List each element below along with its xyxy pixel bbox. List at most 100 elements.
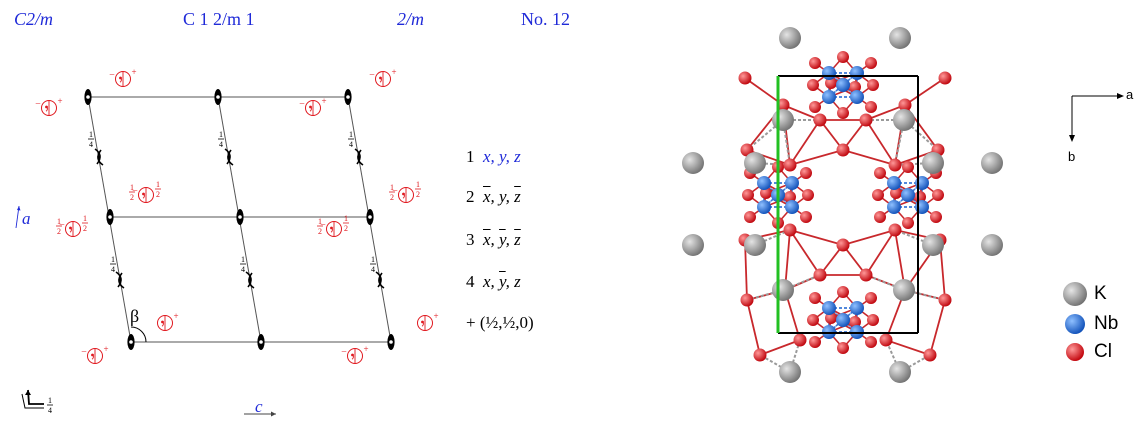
bond: [814, 331, 830, 343]
cl-atom: [837, 342, 849, 354]
cl-atom: [772, 217, 784, 229]
bond: [791, 194, 809, 208]
bond: [842, 291, 858, 309]
bond: [828, 56, 844, 74]
bond: [749, 172, 765, 184]
k-atom: [981, 152, 1003, 174]
cl-atom: [923, 348, 937, 362]
twofold-rotation-symbol: [106, 209, 114, 225]
bond: [763, 166, 779, 184]
orientation-b-arrowhead: [1069, 135, 1075, 142]
k-atom-icon: [1063, 282, 1087, 306]
bond: [789, 229, 844, 246]
nb-atom: [850, 301, 864, 315]
bond: [877, 194, 895, 208]
bond: [763, 182, 793, 208]
bond: [754, 162, 791, 166]
general-position-symbol: – +: [81, 344, 109, 364]
axis-a-label: a: [22, 209, 31, 228]
bond: [907, 194, 923, 208]
fraction-quarter-label: 14: [110, 255, 116, 274]
nb-atom: [757, 176, 771, 190]
bond: [828, 319, 844, 333]
nb-atom: [850, 325, 864, 339]
svg-text:–: –: [320, 219, 326, 229]
bond: [828, 321, 856, 333]
bond: [895, 182, 923, 194]
bond: [777, 182, 793, 196]
bond: [777, 194, 793, 208]
bond: [939, 239, 946, 301]
nb-atom: [822, 301, 836, 315]
bond: [842, 119, 867, 151]
bond: [777, 206, 793, 224]
bond: [919, 196, 923, 208]
nb-atom: [901, 188, 915, 202]
bond: [893, 182, 923, 208]
point-group-symbol: 2/m: [397, 9, 424, 29]
bond: [854, 72, 858, 88]
fraction-half-label: 12: [129, 183, 135, 202]
svg-text:–: –: [341, 346, 347, 356]
legend-item-k: K: [1062, 281, 1107, 307]
bond: [907, 194, 923, 208]
bond: [777, 194, 793, 208]
bond: [744, 77, 784, 106]
general-position-symbol: –: [59, 219, 81, 237]
cl-atom: [807, 79, 819, 91]
bond: [819, 119, 844, 151]
bond: [828, 307, 832, 319]
bond: [899, 354, 931, 373]
fraction-half-label: 12: [317, 217, 323, 236]
cl-atom: [837, 51, 849, 63]
bond: [830, 82, 858, 98]
svg-text:1: 1: [241, 255, 245, 264]
bond: [789, 182, 793, 198]
bond: [893, 182, 923, 208]
twofold-rotation-symbol: [236, 209, 244, 225]
nb-atom: [822, 66, 836, 80]
cl-atom: [898, 283, 912, 297]
legend-item-cl: Cl: [1062, 339, 1112, 365]
structure-axis-a-label: a: [1126, 87, 1134, 102]
fraction-quarter-label: 14: [240, 255, 246, 274]
cl-atom: [738, 233, 752, 247]
nb-atom: [850, 90, 864, 104]
bond: [784, 274, 821, 291]
k-atom: [744, 152, 766, 174]
svg-text:2: 2: [156, 190, 160, 199]
position-4: 4 x, y, z: [466, 272, 521, 291]
bond: [814, 62, 830, 74]
bond: [828, 307, 858, 333]
fraction-quarter-label: 14: [88, 130, 94, 149]
svg-text:1: 1: [390, 183, 394, 192]
bond: [763, 194, 779, 208]
bond: [828, 84, 844, 98]
svg-text:2: 2: [83, 224, 87, 233]
bond: [828, 307, 856, 323]
fraction-half-label: 12: [82, 214, 88, 233]
bond: [828, 307, 858, 333]
cl-atom: [837, 286, 849, 298]
centering-translation: + (½,½,0): [466, 313, 534, 332]
k-atom: [889, 361, 911, 383]
bond: [759, 354, 791, 373]
bond: [812, 84, 830, 98]
svg-text:4: 4: [89, 140, 93, 149]
cl-atom: [859, 113, 873, 127]
general-position-symbol: – +: [299, 96, 327, 116]
legend-label-nb: Nb: [1094, 313, 1119, 334]
bond: [765, 182, 793, 194]
structure-axis-b-label: b: [1068, 149, 1076, 164]
bond: [893, 182, 897, 194]
axis-c-label: c: [255, 397, 263, 416]
bond: [842, 96, 858, 114]
bond: [856, 96, 872, 108]
general-position-symbol: –: [320, 219, 342, 237]
space-group-number: No. 12: [521, 9, 570, 29]
atom-layer: [682, 27, 1003, 383]
orientation-a-arrowhead: [1117, 93, 1124, 99]
bond: [828, 307, 858, 333]
bond: [856, 72, 874, 86]
bond: [865, 274, 905, 291]
